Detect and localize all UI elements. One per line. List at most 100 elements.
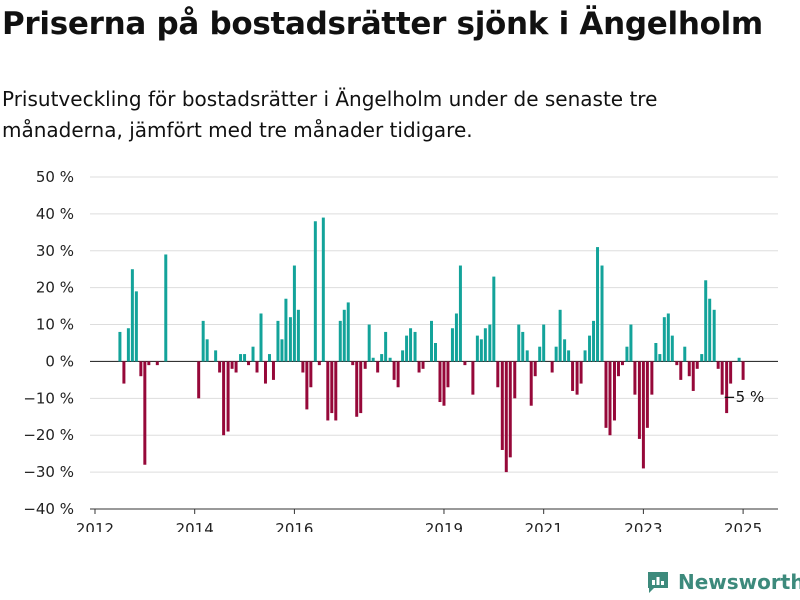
bar bbox=[637, 361, 641, 439]
bar bbox=[463, 361, 467, 366]
bar bbox=[226, 361, 230, 432]
bar bbox=[700, 354, 704, 362]
bar bbox=[550, 361, 554, 373]
bar bbox=[301, 361, 305, 373]
bar bbox=[218, 361, 222, 373]
bar bbox=[280, 339, 284, 362]
bar bbox=[267, 354, 271, 362]
bar bbox=[409, 328, 413, 362]
bar bbox=[488, 324, 492, 362]
bar bbox=[417, 361, 421, 373]
bar bbox=[126, 328, 130, 362]
bar bbox=[355, 361, 359, 417]
y-tick-label: 0 % bbox=[45, 352, 74, 370]
bar bbox=[633, 361, 637, 395]
bar bbox=[479, 339, 483, 362]
bar bbox=[276, 320, 280, 362]
bar bbox=[338, 320, 342, 362]
bar bbox=[542, 324, 546, 362]
bar bbox=[401, 350, 405, 362]
bar bbox=[143, 361, 147, 465]
bar bbox=[670, 335, 674, 362]
bar bbox=[421, 361, 425, 369]
bar bbox=[442, 361, 446, 406]
bar bbox=[392, 361, 396, 380]
y-tick-label: 50 % bbox=[36, 168, 74, 186]
bar bbox=[243, 354, 247, 362]
bar bbox=[434, 343, 437, 362]
bar bbox=[376, 361, 380, 373]
bar bbox=[629, 324, 633, 362]
bar bbox=[600, 265, 604, 362]
bar bbox=[496, 361, 500, 388]
bar bbox=[292, 265, 296, 362]
bar bbox=[662, 317, 666, 362]
y-tick-label: 20 % bbox=[36, 279, 74, 297]
bar bbox=[259, 313, 263, 362]
bar bbox=[413, 331, 417, 362]
bar bbox=[380, 354, 384, 362]
chart-title: Priserna på bostadsrätter sjönk i Ängelh… bbox=[2, 6, 763, 42]
bar bbox=[334, 361, 338, 421]
bar bbox=[645, 361, 649, 428]
bar bbox=[313, 221, 317, 362]
bar bbox=[118, 331, 122, 362]
bar bbox=[650, 361, 654, 395]
bar bbox=[164, 254, 168, 362]
bar bbox=[612, 361, 616, 421]
bar bbox=[716, 361, 720, 369]
bar bbox=[351, 361, 355, 366]
bar bbox=[363, 361, 367, 369]
bar bbox=[330, 361, 334, 414]
bar bbox=[737, 357, 741, 362]
x-tick-label: 2012 bbox=[76, 520, 114, 532]
bar bbox=[554, 346, 558, 362]
y-tick-label: −10 % bbox=[23, 389, 74, 407]
bar bbox=[201, 320, 205, 362]
x-axis: 2012 2014 2016 2019 2021 2023 2025 bbox=[76, 508, 778, 532]
bar bbox=[483, 328, 487, 362]
brand-name: Newsworthy bbox=[678, 570, 800, 594]
bar bbox=[475, 335, 479, 362]
x-tick-label: 2023 bbox=[624, 520, 662, 532]
bar bbox=[720, 361, 724, 395]
bar bbox=[741, 361, 745, 380]
bar bbox=[508, 361, 512, 458]
bar bbox=[588, 335, 592, 362]
bar bbox=[130, 269, 134, 362]
bar bbox=[658, 354, 662, 362]
bar bbox=[608, 361, 612, 436]
bar bbox=[708, 298, 712, 362]
bar bbox=[255, 361, 259, 373]
bar bbox=[214, 350, 218, 362]
bar bbox=[517, 324, 521, 362]
bar bbox=[492, 276, 496, 362]
bar bbox=[446, 361, 450, 388]
bar bbox=[205, 339, 209, 362]
bar bbox=[288, 317, 292, 362]
bar bbox=[234, 361, 238, 373]
bar bbox=[579, 361, 583, 384]
bar bbox=[625, 346, 629, 362]
y-tick-label: 40 % bbox=[36, 205, 74, 223]
bar bbox=[666, 313, 670, 362]
bar bbox=[695, 361, 699, 369]
bar bbox=[321, 217, 325, 362]
bar bbox=[147, 361, 151, 366]
newsworthy-logo-icon bbox=[648, 572, 668, 593]
newsworthy-logo: Newsworthy bbox=[645, 568, 800, 596]
last-value-annotation: −5 % bbox=[723, 388, 764, 406]
bar bbox=[317, 361, 321, 366]
bar bbox=[450, 328, 454, 362]
bar bbox=[592, 320, 596, 362]
bar bbox=[575, 361, 579, 395]
bar bbox=[675, 361, 679, 366]
x-tick-label: 2016 bbox=[275, 520, 313, 532]
x-tick-label: 2014 bbox=[176, 520, 214, 532]
bar bbox=[604, 361, 608, 428]
bar bbox=[513, 361, 517, 399]
bar bbox=[284, 298, 288, 362]
bar bbox=[251, 346, 255, 362]
bar bbox=[346, 302, 350, 362]
y-tick-label: −40 % bbox=[23, 500, 74, 518]
